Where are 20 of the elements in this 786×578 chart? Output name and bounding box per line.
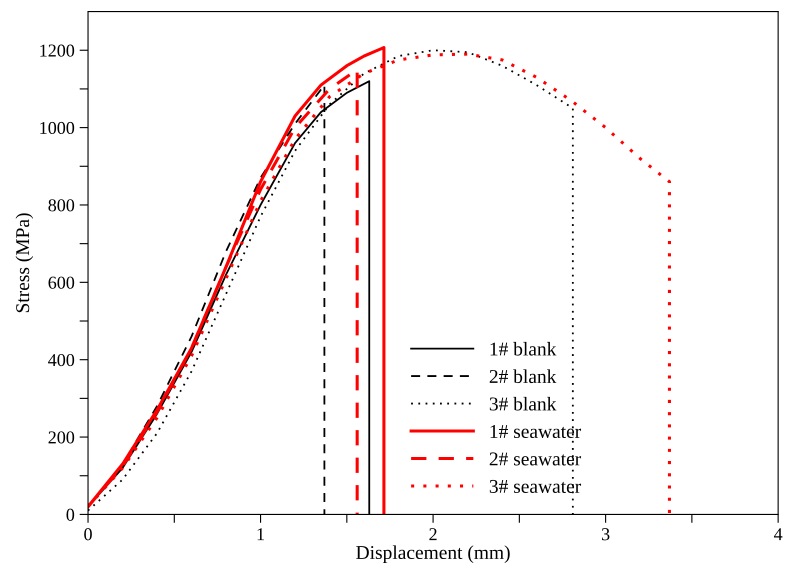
x-tick-label: 4 (774, 528, 782, 540)
x-tick-label: 2 (429, 528, 437, 540)
y-tick-label: 1200 (40, 44, 74, 57)
x-tick-label: 1 (258, 528, 264, 540)
legend-label: 1# blank (490, 342, 556, 356)
y-tick-label: 0 (66, 508, 74, 521)
y-axis-title: Stress (MPa) (16, 213, 34, 312)
legend-label: 3# blank (490, 396, 556, 411)
y-tick-label: 800 (48, 199, 74, 212)
x-tick-label: 0 (84, 528, 92, 540)
x-tick-label: 3 (602, 528, 610, 540)
y-tick-label: 1000 (40, 122, 74, 134)
y-tick-label: 200 (48, 431, 74, 444)
legend-label: 1# seawater (490, 424, 582, 438)
y-tick-label: 400 (48, 354, 74, 366)
y-tick-label: 600 (48, 276, 74, 289)
x-axis-title: Displacement (mm) (356, 545, 510, 564)
legend-label: 2# seawater (490, 452, 582, 466)
legend-label: 2# blank (490, 369, 556, 384)
legend-label: 3# seawater (490, 480, 582, 493)
